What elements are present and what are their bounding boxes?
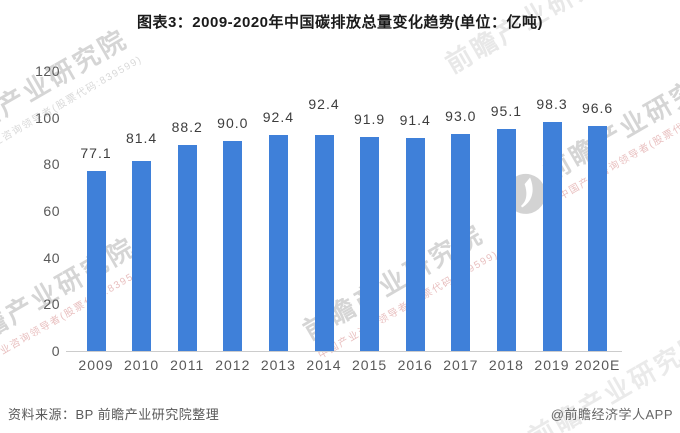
x-tick-label: 2013 bbox=[260, 357, 296, 373]
bar bbox=[177, 145, 197, 351]
y-tick-label: 0 bbox=[51, 343, 60, 359]
y-tick-label: 120 bbox=[35, 63, 60, 79]
y-tick-label: 100 bbox=[35, 109, 60, 126]
x-tick-label: 2011 bbox=[170, 357, 205, 373]
credit-note: @前瞻经济学人APP bbox=[550, 407, 673, 422]
bar-value-label: 95.1 bbox=[490, 103, 523, 120]
bar bbox=[132, 161, 152, 351]
x-tick-label: 2019 bbox=[534, 357, 570, 373]
bar bbox=[451, 134, 471, 351]
source-note: 资料来源：BP 前瞻产业研究院整理 bbox=[8, 407, 220, 422]
x-tick-label: 2020E bbox=[574, 357, 621, 373]
x-tick-label: 2016 bbox=[397, 357, 433, 373]
bar-value-label: 98.3 bbox=[536, 95, 568, 112]
chart-title: 图表3：2009-2020年中国碳排放总量变化趋势(单位：亿吨) bbox=[136, 14, 544, 31]
bar-value-label: 77.1 bbox=[80, 145, 112, 162]
x-tick-label: 2015 bbox=[352, 357, 388, 373]
bar bbox=[588, 125, 608, 351]
x-tick-label: 2012 bbox=[215, 357, 251, 373]
y-tick-label: 60 bbox=[43, 203, 60, 219]
y-tick-label: 80 bbox=[43, 156, 60, 173]
x-tick-label: 2009 bbox=[78, 357, 114, 373]
bar bbox=[496, 129, 516, 351]
x-axis-line bbox=[66, 351, 622, 352]
bar bbox=[223, 141, 243, 351]
x-tick-label: 2017 bbox=[443, 357, 479, 373]
x-tick-label: 2014 bbox=[306, 357, 342, 373]
x-tick-label: 2010 bbox=[124, 357, 160, 373]
bar bbox=[86, 171, 106, 351]
bar bbox=[405, 137, 425, 351]
y-tick-label: 40 bbox=[43, 249, 60, 266]
bar-value-label: 91.4 bbox=[399, 111, 431, 128]
bar-value-label: 81.4 bbox=[125, 130, 158, 147]
bar-value-label: 91.9 bbox=[353, 110, 386, 127]
bar bbox=[268, 135, 288, 351]
bar-value-label: 90.0 bbox=[217, 115, 249, 131]
bar bbox=[360, 136, 380, 351]
y-tick-label: 20 bbox=[43, 296, 60, 313]
bar bbox=[542, 121, 562, 351]
bar bbox=[314, 135, 334, 351]
bar-value-label: 96.6 bbox=[581, 99, 614, 116]
bar-value-label: 92.4 bbox=[308, 96, 340, 113]
bar-value-label: 93.0 bbox=[445, 108, 477, 124]
bar-value-label: 88.2 bbox=[171, 119, 203, 136]
bar-value-label: 92.4 bbox=[262, 109, 295, 126]
x-tick-label: 2018 bbox=[488, 357, 524, 373]
